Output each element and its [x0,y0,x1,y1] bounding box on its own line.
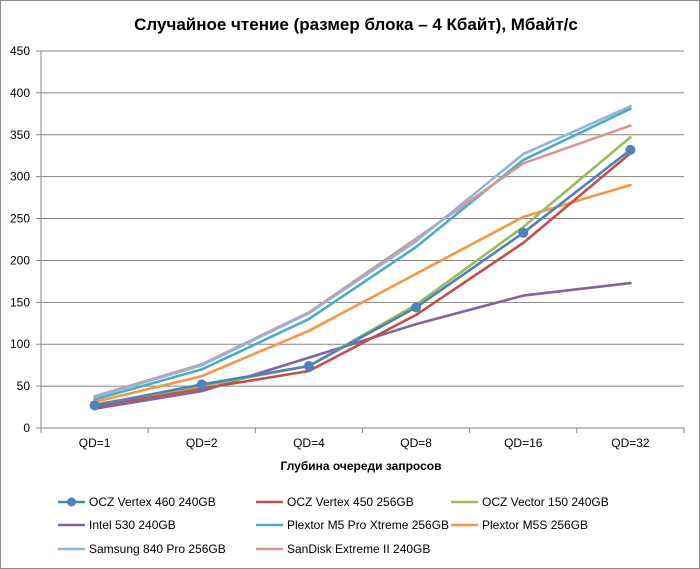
chart-title: Случайное чтение (размер блока – 4 Кбайт… [134,15,578,34]
y-tick-label: 350 [10,128,30,142]
data-point [196,379,207,390]
legend-label: SanDisk Extreme II 240GB [287,542,430,556]
x-tick-label: QD=2 [186,436,218,450]
series-line [93,105,632,399]
series-lines [89,105,636,411]
y-tick-label: 100 [10,337,30,351]
data-point [303,361,314,372]
y-tick-label: 150 [10,295,30,309]
legend-label: OCZ Vertex 450 256GB [287,495,414,509]
data-point [518,227,529,238]
data-point [89,400,100,411]
x-tick-label: QD=32 [611,436,650,450]
series-line [93,151,632,408]
axes [36,50,685,433]
legend-label: OCZ Vector 150 240GB [482,495,609,509]
series-line [93,281,632,411]
x-axis-tick-labels: QD=1 QD=2 QD=4 QD=8 QD=16 QD=32 [79,436,650,450]
y-tick-label: 50 [17,379,31,393]
legend: OCZ Vertex 460 240GB OCZ Vertex 450 256GB… [58,495,609,556]
series-line [93,136,632,406]
legend-label: Plextor M5 Pro Xtreme 256GB [287,518,449,532]
y-axis-tick-labels: 0 50 100 150 200 250 300 350 400 450 [10,44,30,435]
y-tick-label: 0 [23,421,30,435]
y-tick-label: 200 [10,253,30,267]
series-line [93,148,632,407]
legend-label: Samsung 840 Pro 256GB [89,542,226,556]
y-tick-label: 250 [10,212,30,226]
y-tick-label: 400 [10,86,30,100]
x-tick-label: QD=1 [79,436,111,450]
legend-label: OCZ Vertex 460 240GB [89,495,216,509]
x-axis-title: Глубина очереди запросов [280,459,441,473]
data-point [411,302,422,313]
legend-marker [67,497,76,507]
x-tick-label: QD=4 [293,436,325,450]
series-line [93,107,632,401]
legend-label: Intel 530 240GB [89,518,176,532]
legend-label: Plextor M5S 256GB [482,518,588,532]
x-tick-label: QD=8 [400,436,432,450]
data-point [625,144,636,155]
y-tick-label: 450 [10,44,30,58]
y-tick-label: 300 [10,170,30,184]
x-tick-label: QD=16 [504,436,543,450]
